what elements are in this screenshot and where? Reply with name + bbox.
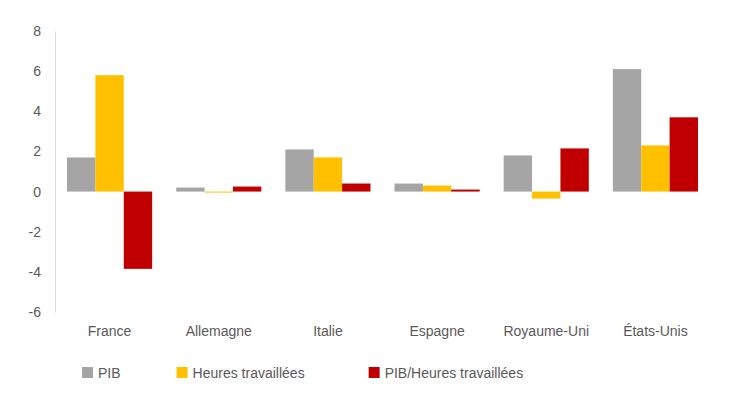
legend-item: PIB (82, 365, 121, 381)
bar-series (67, 69, 641, 191)
bar (395, 184, 423, 192)
y-tick: 2 (33, 143, 55, 159)
y-axis: -6 -4 -2 0 2 4 6 8 (29, 23, 56, 320)
y-tick: 0 (33, 184, 55, 200)
bar (124, 192, 152, 269)
legend-item: Heures travaillées (177, 365, 305, 381)
y-tick: -6 (29, 304, 55, 320)
x-axis: France Allemagne Italie Espagne Royaume-Uni É… (56, 312, 711, 339)
x-tick: Allemagne (186, 312, 252, 339)
bar (233, 187, 261, 192)
y-tick-label: 0 (33, 184, 41, 200)
y-tick: 6 (33, 63, 55, 79)
legend-swatch (82, 367, 93, 378)
bars (67, 69, 698, 269)
legend-label: PIB/Heures travaillées (385, 365, 524, 381)
y-tick: 8 (33, 23, 55, 39)
y-tick: 4 (33, 103, 55, 119)
y-tick: -2 (29, 224, 55, 240)
x-tick: Italie (313, 312, 343, 339)
bar (342, 184, 370, 192)
bar (451, 190, 479, 192)
legend: PIB Heures travaillées PIB/Heures travaill… (82, 365, 523, 381)
x-axis-line (56, 312, 711, 313)
y-tick-label: -4 (29, 264, 42, 280)
y-tick-label: 8 (33, 23, 41, 39)
y-tick-label: 2 (33, 143, 41, 159)
y-tick: -4 (29, 264, 55, 280)
x-tick: Royaume-Uni (503, 312, 589, 339)
bar (423, 186, 451, 192)
bar (641, 145, 669, 191)
y-tick-label: -6 (29, 304, 42, 320)
x-tick-label: États-Unis (623, 323, 688, 339)
legend-label: Heures travaillées (193, 365, 305, 381)
x-tick: Espagne (409, 312, 464, 339)
y-tick-label: 4 (33, 103, 41, 119)
x-tick-label: Espagne (409, 323, 464, 339)
y-axis-line (55, 32, 56, 313)
x-tick-label: France (88, 323, 132, 339)
x-tick: États-Unis (623, 312, 688, 339)
x-tick: France (88, 312, 132, 339)
x-tick-label: Royaume-Uni (503, 323, 589, 339)
bar-series (95, 75, 669, 198)
bar-series (124, 117, 698, 269)
x-tick-label: Italie (313, 323, 343, 339)
legend-label: PIB (98, 365, 121, 381)
bar (285, 149, 313, 191)
legend-swatch (369, 367, 380, 378)
bar (560, 148, 588, 191)
x-tick-label: Allemagne (186, 323, 252, 339)
bar (532, 192, 560, 199)
chart: -6 -4 -2 0 2 4 6 8 France Allemagne Italie Espagne R… (0, 0, 730, 410)
bar (205, 192, 233, 193)
bar (95, 75, 123, 191)
bar (504, 155, 532, 191)
bar (67, 157, 95, 191)
bar (670, 117, 698, 191)
bar (613, 69, 641, 191)
legend-swatch (177, 367, 188, 378)
bar (176, 188, 204, 192)
y-tick-label: 6 (33, 63, 41, 79)
y-tick-label: -2 (29, 224, 42, 240)
bar (314, 157, 342, 191)
plot: -6 -4 -2 0 2 4 6 8 France Allemagne Italie Espagne R… (29, 23, 711, 339)
legend-item: PIB/Heures travaillées (369, 365, 524, 381)
